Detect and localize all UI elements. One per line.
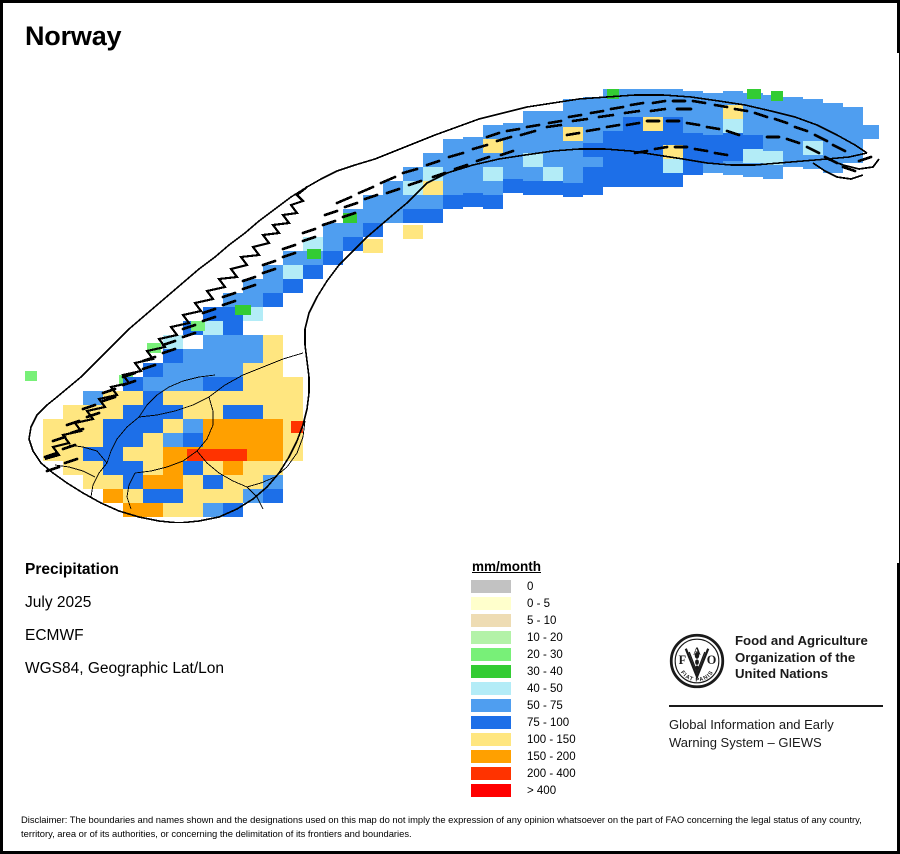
legend-label: > 400	[527, 784, 557, 797]
legend-title: mm/month	[472, 559, 541, 574]
giews-line-1: Global Information and Early	[669, 717, 834, 732]
legend-swatch	[471, 648, 511, 661]
legend-row: 0 - 5	[471, 595, 576, 612]
legend-swatch	[471, 665, 511, 678]
info-projection: WGS84, Geographic Lat/Lon	[25, 660, 225, 677]
fao-branding: F A O FIAT PANIS Food and Agriculture Or…	[669, 633, 883, 752]
legend-label: 0	[527, 580, 534, 593]
legend-label: 20 - 30	[527, 648, 563, 661]
legend-label: 0 - 5	[527, 597, 551, 610]
map-mask	[7, 53, 899, 563]
legend-label: 100 - 150	[527, 733, 576, 746]
legend-swatch	[471, 716, 511, 729]
legend-row: 40 - 50	[471, 680, 576, 697]
legend-swatch	[471, 580, 511, 593]
disclaimer-text: Disclaimer: The boundaries and names sho…	[21, 814, 862, 839]
legend-row: 75 - 100	[471, 714, 576, 731]
info-period: July 2025	[25, 594, 92, 611]
legend-swatch	[471, 784, 511, 797]
giews-line-2: Warning System – GIEWS	[669, 735, 822, 750]
map-info-block: Precipitation July 2025 ECMWF WGS84, Geo…	[25, 561, 355, 693]
page-title: Norway	[25, 21, 122, 51]
svg-text:A: A	[693, 646, 701, 657]
legend-label: 75 - 100	[527, 716, 570, 729]
legend-swatch	[471, 733, 511, 746]
legend-swatch	[471, 597, 511, 610]
info-variable: Precipitation	[25, 561, 119, 578]
legend-row: 50 - 75	[471, 697, 576, 714]
legend-rows: 0 0 - 5 5 - 10 10 - 20 20 - 30 30 - 40 40 - 50…	[471, 578, 576, 799]
legend-swatch	[471, 682, 511, 695]
legend-row: 5 - 10	[471, 612, 576, 629]
info-source: ECMWF	[25, 627, 84, 644]
legend-swatch	[471, 631, 511, 644]
fao-logo-icon: F A O FIAT PANIS	[669, 633, 725, 694]
legend-row: 20 - 30	[471, 646, 576, 663]
legend-label: 30 - 40	[527, 665, 563, 678]
legend-row: 150 - 200	[471, 748, 576, 765]
giews-system-name: Global Information and Early Warning Sys…	[669, 716, 883, 752]
map-canvas[interactable]	[7, 53, 899, 563]
fao-organization-name: Food and Agriculture Organization of the…	[735, 633, 868, 683]
legend-swatch	[471, 614, 511, 627]
norway-precipitation-map[interactable]	[7, 53, 899, 563]
fao-org-line-3: United Nations	[735, 666, 829, 681]
legend-row: 10 - 20	[471, 629, 576, 646]
legend-row: 100 - 150	[471, 731, 576, 748]
precipitation-raster	[25, 89, 879, 517]
fao-org-line-2: Organization of the	[735, 649, 856, 665]
legend-swatch	[471, 767, 511, 780]
legend-label: 5 - 10	[527, 614, 557, 627]
coastline	[28, 94, 880, 524]
legend-row: > 400	[471, 782, 576, 799]
admin-boundaries	[54, 352, 306, 510]
fao-divider	[669, 705, 883, 707]
legend-row: 30 - 40	[471, 663, 576, 680]
legend-swatch	[471, 750, 511, 763]
legend-label: 50 - 75	[527, 699, 563, 712]
legend-swatch	[471, 699, 511, 712]
legend-row: 0	[471, 578, 576, 595]
svg-text:O: O	[707, 653, 717, 667]
legend-label: 10 - 20	[527, 631, 563, 644]
legend-label: 40 - 50	[527, 682, 563, 695]
fao-org-line-1: Food and Agriculture	[735, 633, 868, 648]
legend-label: 200 - 400	[527, 767, 576, 780]
legend-row: 200 - 400	[471, 765, 576, 782]
svg-text:F: F	[679, 653, 687, 667]
legend: mm/month 0 0 - 5 5 - 10 10 - 20 20 - 30 30 - …	[471, 559, 576, 799]
legend-label: 150 - 200	[527, 750, 576, 763]
